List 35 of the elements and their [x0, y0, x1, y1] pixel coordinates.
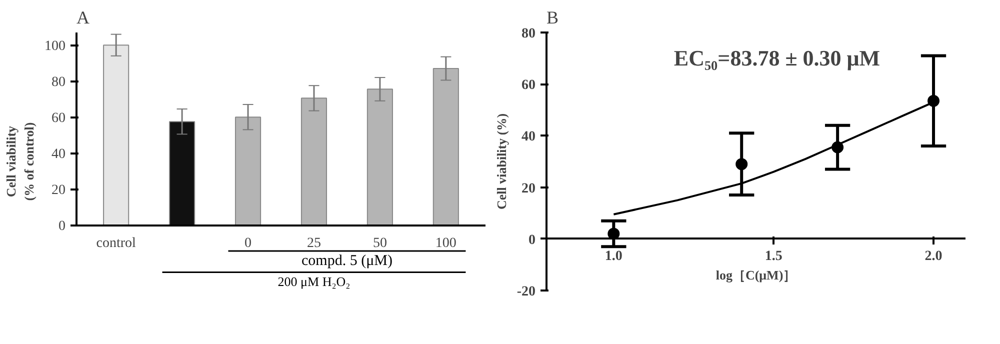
x-tick-label: 0 — [244, 236, 252, 252]
bar — [300, 98, 328, 226]
y-tick-label: 40 — [52, 147, 66, 162]
point — [928, 94, 940, 107]
bar — [169, 121, 196, 226]
x-tick-label: 25 — [306, 236, 321, 252]
x-tick-label: 100 — [435, 236, 456, 252]
y-tick-label: 80 — [522, 26, 536, 42]
y-tick-label: 40 — [522, 130, 536, 145]
bar — [432, 68, 459, 226]
y-tick-label: 0 — [58, 219, 66, 234]
bar — [103, 44, 130, 226]
point — [736, 158, 748, 170]
text: compd. 5 (μM) — [301, 252, 392, 269]
y-tick-label: 60 — [52, 111, 66, 126]
y-axis-title: Cell viability (%) — [494, 113, 509, 210]
x-tick-label: 2.0 — [924, 248, 942, 264]
y-axis-title: Cell viability (% of control) — [4, 122, 36, 201]
bar — [366, 88, 393, 226]
x-axis-title: log［C(μM)］ — [716, 268, 796, 282]
text: 200 μM H₂O₂ — [278, 274, 350, 290]
x-tick-label: 50 — [372, 236, 387, 252]
x-tick-label: control — [96, 236, 136, 252]
annotation: EC₅₀=83.78 ± 0.30 μM — [674, 45, 880, 70]
y-tick-label: 100 — [44, 39, 66, 54]
y-tick-label: 60 — [522, 78, 536, 94]
bar — [234, 116, 262, 226]
chart-title: B — [546, 8, 559, 28]
y-tick-label: 20 — [522, 181, 536, 196]
x-tick-label: 1.0 — [604, 248, 622, 264]
y-tick-label: -20 — [516, 284, 536, 300]
y-tick-label: 80 — [52, 75, 66, 90]
chart-title: A — [76, 8, 90, 28]
y-tick-label: 20 — [52, 183, 66, 198]
x-tick-label: 1.5 — [764, 248, 782, 264]
